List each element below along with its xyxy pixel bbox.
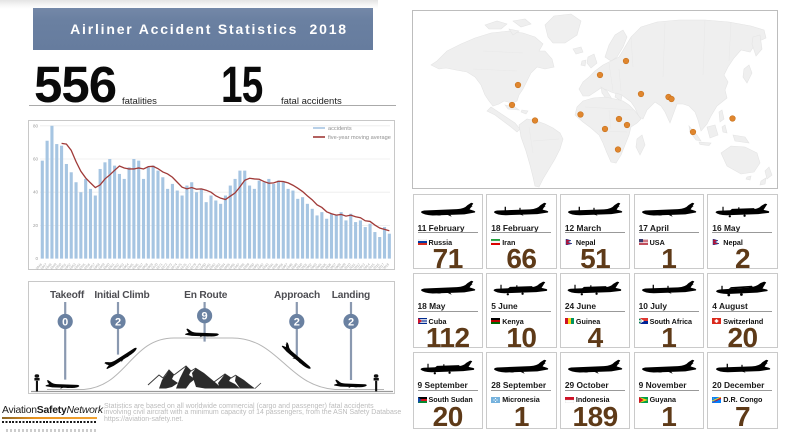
svg-text:1946: 1946 — [35, 262, 43, 270]
svg-text:9: 9 — [202, 311, 208, 323]
svg-text:1999: 1999 — [290, 262, 298, 270]
svg-text:1971: 1971 — [155, 262, 163, 270]
svg-text:2016: 2016 — [372, 262, 380, 270]
svg-text:2002: 2002 — [305, 262, 313, 270]
svg-text:1968: 1968 — [141, 262, 149, 270]
svg-text:1993: 1993 — [261, 262, 269, 270]
svg-text:2015: 2015 — [367, 262, 375, 270]
svg-text:2012: 2012 — [353, 262, 361, 270]
svg-text:1974: 1974 — [170, 262, 178, 270]
svg-text:1954: 1954 — [73, 262, 81, 270]
svg-text:accidents: accidents — [328, 126, 352, 132]
svg-text:1998: 1998 — [285, 262, 293, 270]
svg-text:1977: 1977 — [184, 262, 192, 270]
svg-text:1995: 1995 — [271, 262, 279, 270]
svg-text:1961: 1961 — [107, 262, 115, 270]
svg-text:1957: 1957 — [88, 262, 96, 270]
svg-text:2009: 2009 — [339, 262, 347, 270]
svg-text:1950: 1950 — [54, 262, 62, 270]
svg-text:1953: 1953 — [69, 262, 77, 270]
svg-text:1987: 1987 — [232, 262, 240, 270]
svg-text:1951: 1951 — [59, 262, 67, 270]
svg-text:2001: 2001 — [300, 262, 308, 270]
svg-text:2018: 2018 — [382, 262, 390, 270]
svg-text:0: 0 — [62, 316, 68, 328]
svg-text:1949: 1949 — [49, 262, 57, 270]
svg-text:1990: 1990 — [247, 262, 255, 270]
svg-text:1979: 1979 — [194, 262, 202, 270]
svg-text:1958: 1958 — [93, 262, 101, 270]
svg-text:1972: 1972 — [160, 262, 168, 270]
svg-text:1997: 1997 — [281, 262, 289, 270]
svg-text:1982: 1982 — [208, 262, 216, 270]
svg-text:1973: 1973 — [165, 262, 173, 270]
svg-text:20: 20 — [33, 223, 39, 228]
svg-text:1989: 1989 — [242, 262, 250, 270]
svg-text:2011: 2011 — [348, 262, 356, 270]
svg-text:1984: 1984 — [218, 262, 226, 270]
svg-text:1983: 1983 — [213, 262, 221, 270]
svg-text:2: 2 — [348, 316, 354, 328]
svg-text:1948: 1948 — [44, 262, 52, 270]
svg-text:0: 0 — [35, 256, 38, 261]
svg-text:Initial Climb: Initial Climb — [94, 290, 149, 301]
svg-text:1994: 1994 — [266, 262, 274, 270]
svg-text:2008: 2008 — [334, 262, 342, 270]
svg-text:2004: 2004 — [314, 262, 322, 270]
svg-text:1996: 1996 — [276, 262, 284, 270]
svg-text:2017: 2017 — [377, 262, 385, 270]
svg-text:1960: 1960 — [102, 262, 110, 270]
svg-text:1952: 1952 — [64, 262, 72, 270]
svg-text:2013: 2013 — [358, 262, 366, 270]
svg-text:1947: 1947 — [40, 262, 48, 270]
svg-text:1969: 1969 — [146, 262, 154, 270]
svg-text:En Route: En Route — [184, 290, 228, 301]
svg-text:2006: 2006 — [324, 262, 332, 270]
svg-text:1975: 1975 — [175, 262, 183, 270]
svg-text:1981: 1981 — [204, 262, 212, 270]
svg-text:2003: 2003 — [310, 262, 318, 270]
svg-text:1963: 1963 — [117, 262, 125, 270]
svg-text:1978: 1978 — [189, 262, 197, 270]
svg-text:1976: 1976 — [179, 262, 187, 270]
svg-text:1988: 1988 — [237, 262, 245, 270]
svg-text:1966: 1966 — [131, 262, 139, 270]
svg-text:1991: 1991 — [252, 262, 260, 270]
svg-text:1965: 1965 — [126, 262, 134, 270]
svg-text:1967: 1967 — [136, 262, 144, 270]
svg-text:1962: 1962 — [112, 262, 120, 270]
svg-text:1964: 1964 — [122, 262, 130, 270]
svg-text:Landing: Landing — [332, 290, 370, 301]
svg-text:80: 80 — [33, 123, 39, 128]
svg-text:1992: 1992 — [257, 262, 265, 270]
svg-text:1959: 1959 — [98, 262, 106, 270]
svg-text:1956: 1956 — [83, 262, 91, 270]
svg-text:Approach: Approach — [274, 290, 320, 301]
svg-text:1986: 1986 — [228, 262, 236, 270]
svg-text:2010: 2010 — [343, 262, 351, 270]
svg-text:60: 60 — [33, 157, 39, 162]
svg-text:40: 40 — [33, 190, 39, 195]
svg-text:1980: 1980 — [199, 262, 207, 270]
svg-text:2007: 2007 — [329, 262, 337, 270]
svg-text:five-year moving average: five-year moving average — [328, 135, 391, 141]
svg-text:2: 2 — [115, 316, 121, 328]
svg-text:Takeoff: Takeoff — [50, 290, 85, 301]
svg-text:2: 2 — [294, 316, 300, 328]
svg-text:1985: 1985 — [223, 262, 231, 270]
svg-text:1955: 1955 — [78, 262, 86, 270]
svg-text:2005: 2005 — [319, 262, 327, 270]
svg-text:2000: 2000 — [295, 262, 303, 270]
svg-text:2014: 2014 — [363, 262, 371, 270]
svg-text:1970: 1970 — [151, 262, 159, 270]
